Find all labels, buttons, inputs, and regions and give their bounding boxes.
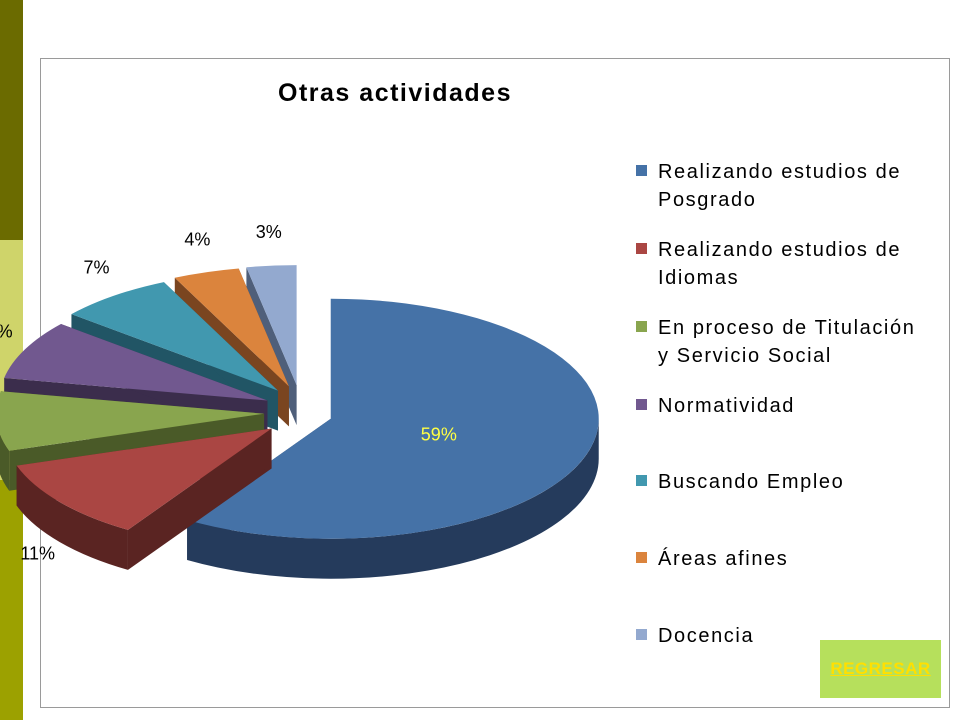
legend-swatch-5 [636,552,647,563]
pie-slice-1 [16,428,272,570]
data-label-5: 4% [184,230,210,250]
pie-slice-top-4 [71,282,278,391]
legend-swatch-4 [636,475,647,486]
decor-band-top [0,0,23,240]
legend-label-5: Áreas afines [658,548,789,570]
pie-slice-top-6 [246,265,297,386]
data-label-3: 8% [0,321,13,341]
pie-slice-wall-2 [0,434,10,491]
legend-label-3: Normatividad [658,395,796,417]
legend-swatch-1 [636,243,647,254]
pie-slice-top-2 [0,391,265,451]
legend-label-0: Realizando estudios de Posgrado [658,161,902,211]
legend-swatch-2 [636,321,647,332]
data-label-6: 3% [256,222,282,242]
pie-slice-0 [187,298,599,579]
legend-swatch-3 [636,399,647,410]
legend-label-6: Docencia [658,625,755,647]
pie-slice-wall-0 [187,418,599,579]
chart-title: Otras actividades [278,79,512,107]
data-label-0: 59% [421,424,457,444]
pie-slice-top-0 [187,298,599,539]
data-label-1: 11% [20,543,55,563]
pie-slice-top-5 [174,268,289,387]
pie-slice-wall-1 [16,465,128,570]
legend-swatch-6 [636,629,647,640]
return-button[interactable]: REGRESAR [820,640,941,698]
pie-slice-top-3 [4,324,268,401]
pie-slice-top-1 [16,428,272,530]
legend-label-4: Buscando Empleo [658,471,845,493]
legend-swatch-0 [636,165,647,176]
decor-band-bottom [0,480,23,720]
legend-label-1: Realizando estudios de Idiomas [658,239,902,289]
data-label-4: 7% [84,258,110,278]
legend-label-2: En proceso de Titulación y Servicio Soci… [658,317,916,367]
